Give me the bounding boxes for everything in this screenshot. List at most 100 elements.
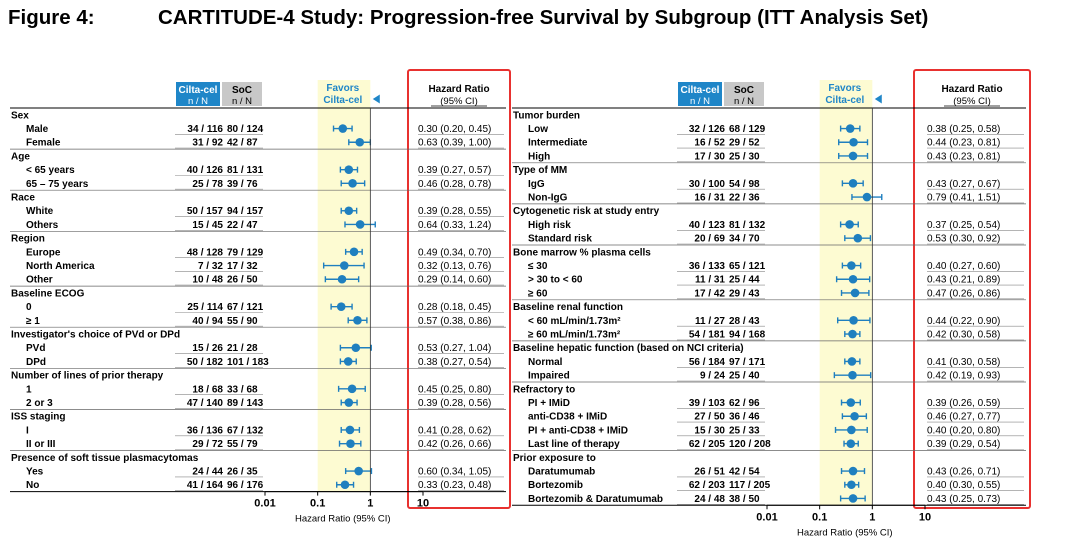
left-row-arm2-count: 80 / 124 (227, 124, 264, 135)
right-hr-value: 0.40 (0.30, 0.55) (927, 480, 1000, 491)
right-hr-point (845, 124, 855, 133)
right-row-arm1-count: 26 / 51 (694, 467, 725, 478)
left-row-label: 1 (26, 384, 32, 395)
right-hr-value: 0.39 (0.29, 0.54) (927, 439, 1000, 450)
left-hr-value: 0.39 (0.28, 0.56) (418, 398, 491, 409)
right-hr-point (847, 480, 856, 490)
right-hr-point (850, 411, 859, 421)
right-ci-header: (95% CI) (953, 96, 990, 107)
right-row-arm1-count: 11 / 31 (695, 275, 725, 286)
right-row-label: PI + IMiD (528, 398, 570, 409)
right-arm2-header-bg (724, 82, 764, 106)
right-hr-point (847, 357, 857, 366)
left-row-label: I (26, 425, 29, 436)
right-row-arm2-count: 25 / 30 (729, 151, 760, 162)
right-x-tick-label: 0.01 (756, 511, 777, 523)
left-row-label: II or III (26, 439, 56, 450)
left-hr-point (340, 480, 350, 490)
right-row-label: anti-CD38 + IMiD (528, 412, 607, 423)
right-hr-header: Hazard Ratio (941, 84, 1002, 95)
right-row-label: Impaired (528, 371, 570, 382)
right-hr-value: 0.40 (0.27, 0.60) (927, 261, 1000, 272)
left-row-arm1-count: 34 / 116 (187, 124, 223, 135)
left-row-arm2-count: 89 / 143 (227, 398, 264, 409)
left-row-arm2-count: 22 / 47 (227, 220, 258, 231)
right-hr-point (848, 466, 858, 476)
right-hr-highlight-box (913, 69, 1031, 509)
left-hr-point (353, 316, 362, 325)
right-row-arm1-count: 36 / 133 (689, 261, 726, 272)
right-row-arm2-count: 28 / 43 (729, 316, 760, 327)
right-row-arm1-count: 24 / 48 (694, 494, 725, 505)
left-hr-point (347, 384, 357, 394)
left-row-label: Other (26, 275, 53, 286)
right-hr-value: 0.46 (0.27, 0.77) (927, 412, 1000, 423)
left-hr-point (336, 302, 346, 311)
left-hr-value: 0.64 (0.33, 1.24) (418, 220, 491, 231)
right-hr-point (848, 329, 857, 339)
right-row-arm1-count: 15 / 30 (694, 425, 725, 436)
left-section-label: Region (11, 234, 45, 245)
right-row-arm2-count: 25 / 33 (729, 425, 760, 436)
right-arm1-header-bg (678, 82, 722, 106)
right-row-arm1-count: 20 / 69 (694, 234, 725, 245)
right-row-arm2-count: 38 / 50 (729, 494, 760, 505)
right-row-label: Standard risk (528, 234, 592, 245)
right-hr-value: 0.43 (0.27, 0.67) (927, 179, 1000, 190)
right-section-label: Tumor burden (513, 110, 580, 121)
left-hr-point (339, 261, 349, 270)
right-row-label: Last line of therapy (528, 439, 620, 450)
right-hr-point (848, 274, 858, 284)
left-row-arm2-count: 21 / 28 (227, 343, 258, 354)
left-section-label: Number of lines of prior therapy (11, 371, 164, 382)
right-row-arm2-count: 34 / 70 (729, 234, 760, 245)
left-hr-point (355, 137, 365, 147)
right-arm1-header: Cilta-cel (681, 85, 720, 96)
right-row-arm1-count: 17 / 42 (694, 288, 725, 299)
right-row-arm2-count: 62 / 96 (729, 398, 760, 409)
left-section-label: Sex (11, 110, 29, 121)
right-row-label: PI + anti-CD38 + IMiD (528, 425, 628, 436)
right-hr-value: 0.43 (0.26, 0.71) (927, 467, 1000, 478)
left-favors-arm-label: Cilta-cel (323, 95, 362, 106)
right-hr-value: 0.42 (0.19, 0.93) (927, 371, 1000, 382)
left-section-label: ISS staging (11, 412, 65, 423)
left-row-label: Yes (26, 467, 44, 478)
right-row-arm1-count: 32 / 126 (689, 124, 726, 135)
right-hr-point (846, 398, 856, 407)
right-row-label: Bortezomib (528, 480, 583, 491)
right-hr-point (862, 192, 872, 202)
left-row-arm1-count: 47 / 140 (187, 398, 224, 409)
left-row-arm2-count: 55 / 90 (227, 316, 258, 327)
right-favors-arm-label: Cilta-cel (825, 95, 864, 106)
right-row-arm1-count: 11 / 27 (695, 316, 725, 327)
left-row-arm1-count: 41 / 164 (187, 480, 224, 491)
left-hr-point (346, 439, 355, 448)
right-row-arm2-count: 65 / 121 (729, 261, 766, 272)
left-hr-point (344, 165, 354, 174)
left-section-label: Race (11, 193, 35, 204)
right-hr-value: 0.38 (0.25, 0.58) (927, 124, 1000, 135)
left-row-arm1-count: 18 / 68 (192, 384, 223, 395)
left-row-arm1-count: 36 / 136 (187, 425, 224, 436)
left-row-arm1-count: 15 / 26 (192, 343, 223, 354)
left-row-label: DPd (26, 357, 46, 368)
right-hr-value: 0.41 (0.30, 0.58) (927, 357, 1000, 368)
left-row-arm2-count: 94 / 157 (227, 206, 264, 217)
right-row-label: Non-IgG (528, 193, 568, 204)
left-row-arm2-count: 96 / 176 (227, 480, 264, 491)
right-row-label: Normal (528, 357, 563, 368)
right-row-arm1-count: 56 / 184 (689, 357, 726, 368)
right-row-arm1-count: 62 / 203 (689, 480, 726, 491)
right-hr-point (853, 233, 863, 243)
right-row-arm2-count: 29 / 43 (729, 288, 760, 299)
left-row-arm2-count: 26 / 50 (227, 275, 258, 286)
right-row-label: < 60 mL/min/1.73m² (528, 316, 621, 327)
right-row-arm2-count: 68 / 129 (729, 124, 766, 135)
right-row-label: High risk (528, 220, 571, 231)
right-section-label: Prior exposure to (513, 453, 596, 464)
right-row-arm2-count: 36 / 46 (729, 412, 760, 423)
right-section-label: Type of MM (513, 165, 567, 176)
left-hr-value: 0.39 (0.27, 0.57) (418, 165, 491, 176)
right-row-arm1-count: 17 / 30 (694, 151, 725, 162)
